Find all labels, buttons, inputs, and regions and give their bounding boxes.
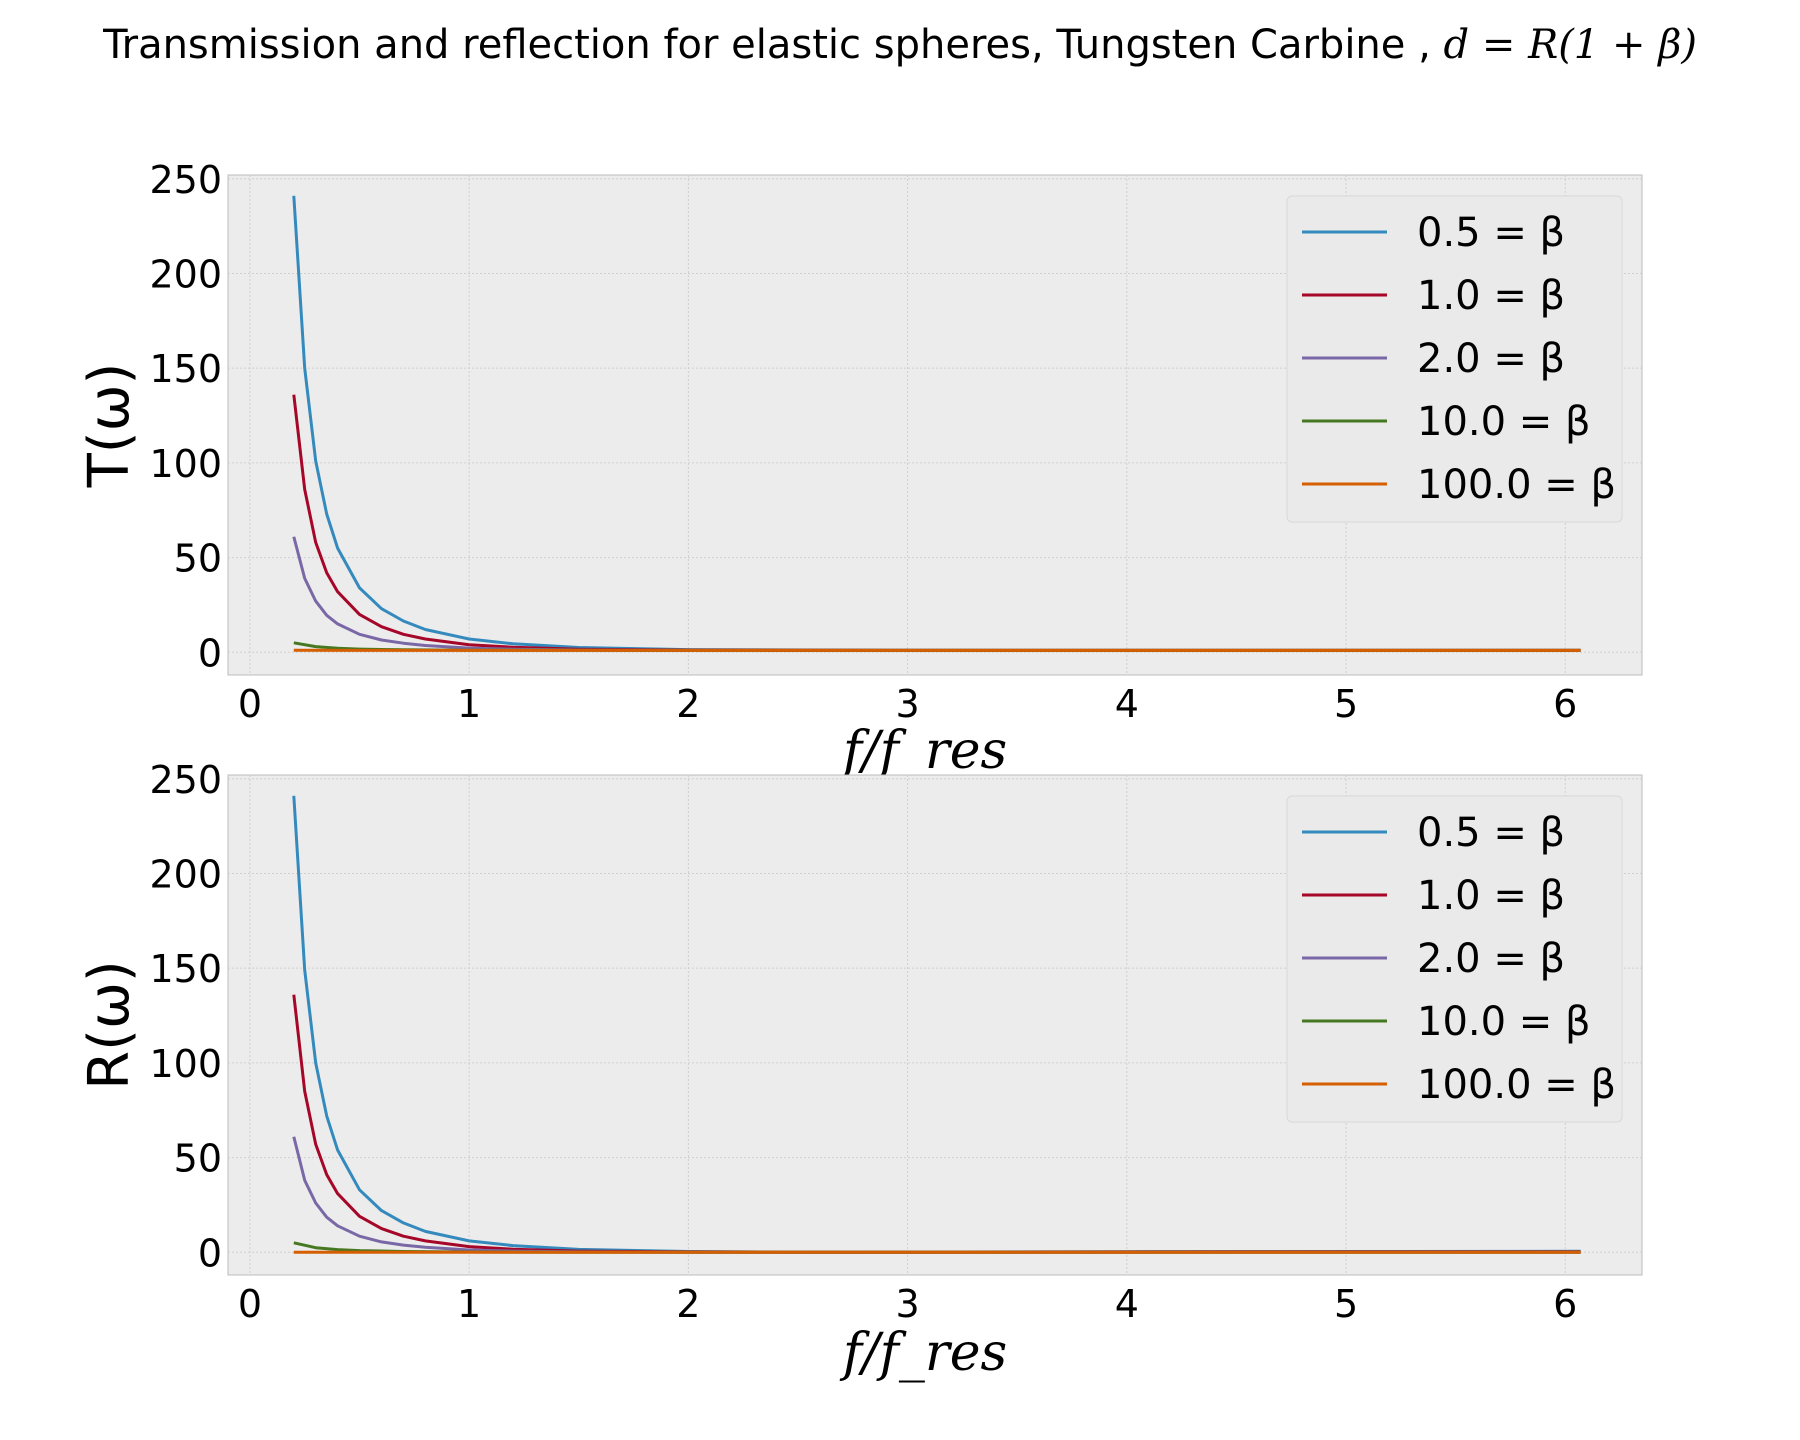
t-plot-y-tick-label: 100 [149, 442, 222, 486]
t-plot-x-tick-label: 3 [896, 682, 920, 726]
r-plot-legend-label: 10.0 = β [1417, 999, 1591, 1045]
r-plot: 0 1 2 3 4 5 6 0 50 100 150 200 250 f/f_res R(ω) 0.5 = β… [77, 758, 1643, 1383]
suptitle-math: d = R(1 + β) [1443, 22, 1697, 68]
r-plot-y-tick-label: 250 [149, 758, 222, 802]
t-plot-x-tick-label: 0 [238, 682, 262, 726]
t-plot-legend-label: 2.0 = β [1417, 336, 1565, 382]
r-plot-y-tick-label: 200 [149, 852, 222, 896]
r-plot-x-tick-label: 1 [457, 1282, 481, 1326]
t-plot-y-tick-label: 0 [198, 631, 222, 675]
r-plot-x-tick-label: 5 [1334, 1282, 1358, 1326]
t-plot-x-tick-label: 5 [1334, 682, 1358, 726]
t-plot-y-tick-label: 50 [174, 537, 222, 581]
r-plot-y-tick-label: 100 [149, 1042, 222, 1086]
t-plot-x-tick-label: 1 [457, 682, 481, 726]
r-plot-y-tick-label: 150 [149, 947, 222, 991]
r-plot-x-tick-label: 0 [238, 1282, 262, 1326]
r-plot-y-axis-label: R(ω) [77, 960, 142, 1090]
r-plot-x-axis-label: f/f_res [839, 1323, 1007, 1383]
r-plot-x-tick-label: 3 [896, 1282, 920, 1326]
r-plot-legend-label: 2.0 = β [1417, 936, 1565, 982]
r-plot-x-tick-label: 6 [1553, 1282, 1577, 1326]
t-plot-legend-box [1286, 195, 1623, 523]
t-plot-y-tick-label: 250 [149, 158, 222, 202]
t-plot-legend-label: 10.0 = β [1417, 399, 1591, 445]
t-plot-legend-label: 100.0 = β [1417, 462, 1616, 508]
figure-suptitle: Transmission and reflection for elastic … [0, 22, 1800, 68]
r-plot-legend-label: 100.0 = β [1417, 1062, 1616, 1108]
r-plot-x-tick-label: 4 [1115, 1282, 1139, 1326]
suptitle-text: Transmission and reflection for elastic … [103, 22, 1444, 68]
t-plot-y-tick-label: 150 [149, 347, 222, 391]
t-plot-x-tick-label: 2 [676, 682, 700, 726]
r-plot-legend-label: 0.5 = β [1417, 810, 1565, 856]
t-plot-x-axis-label: f/f_res [839, 721, 1007, 781]
t-plot-legend-label: 0.5 = β [1417, 210, 1565, 256]
r-plot-x-tick-label: 2 [676, 1282, 700, 1326]
t-plot-y-tick-label: 200 [149, 252, 222, 296]
t-plot-x-tick-label: 6 [1553, 682, 1577, 726]
t-plot-x-tick-label: 4 [1115, 682, 1139, 726]
r-plot-y-tick-label: 0 [198, 1231, 222, 1275]
t-plot-legend-label: 1.0 = β [1417, 273, 1565, 319]
r-plot-y-tick-label: 50 [174, 1137, 222, 1181]
r-plot-legend-box [1286, 795, 1623, 1123]
t-plot-y-axis-label: T(ω) [77, 363, 142, 489]
t-plot: 0 1 2 3 4 5 6 0 50 100 150 200 250 f/f_res T(ω) 0.5 = β… [77, 158, 1643, 781]
r-plot-legend-label: 1.0 = β [1417, 873, 1565, 919]
